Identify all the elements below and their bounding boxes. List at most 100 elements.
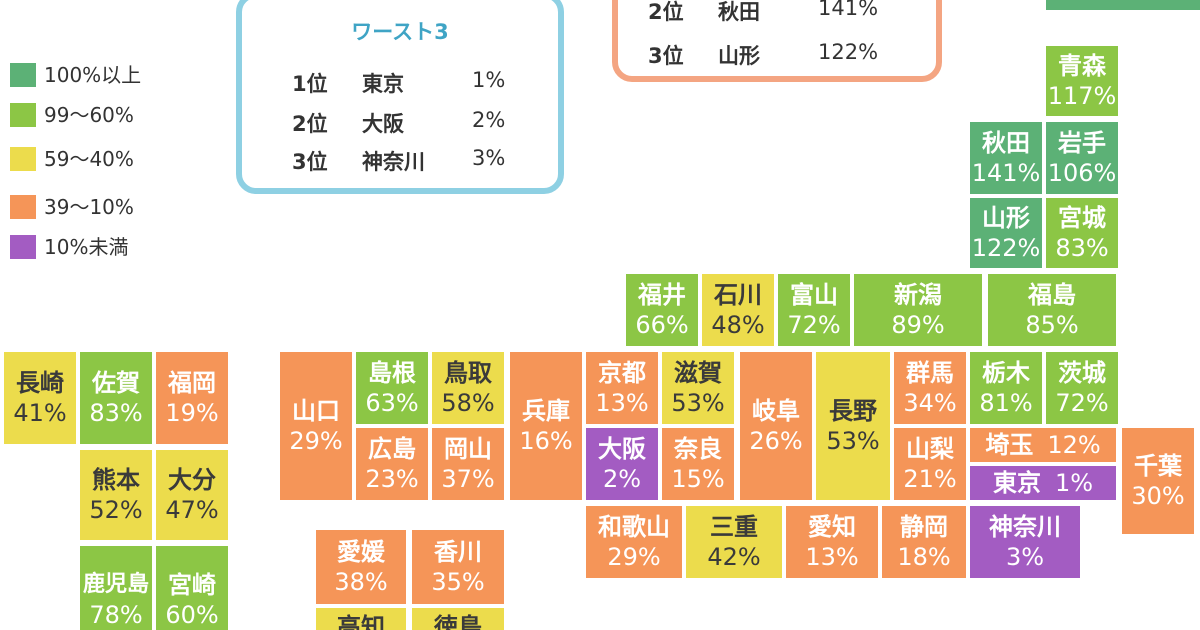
- prefecture-name: 三重: [710, 513, 758, 541]
- prefecture-osaka: 大阪 2%: [586, 428, 658, 500]
- prefecture-name: 千葉: [1134, 452, 1182, 480]
- worst3-name: 東京: [362, 72, 404, 96]
- prefecture-name: 島根: [368, 359, 416, 387]
- prefecture-ehime: 愛媛 38%: [316, 530, 406, 604]
- prefecture-name: 長野: [829, 397, 877, 425]
- prefecture-name: 佐賀: [92, 369, 140, 397]
- prefecture-value: 52%: [89, 496, 143, 524]
- prefecture-name: 山口: [292, 397, 340, 425]
- best3-rank: 3位: [648, 44, 684, 68]
- prefecture-name: 宮城: [1058, 204, 1106, 232]
- prefecture-value: 18%: [897, 543, 951, 571]
- prefecture-value: 13%: [805, 543, 859, 571]
- prefecture-name: 群馬: [906, 359, 954, 387]
- prefecture-value: 66%: [635, 311, 689, 339]
- prefecture-name: 福井: [638, 281, 686, 309]
- prefecture-value: 72%: [787, 311, 841, 339]
- prefecture-name: 栃木: [982, 359, 1030, 387]
- prefecture-value: 12%: [1047, 431, 1101, 459]
- legend-label: 10%未満: [44, 235, 129, 259]
- prefecture-value: 85%: [1025, 311, 1079, 339]
- prefecture-name: 兵庫: [522, 397, 570, 425]
- prefecture-name: 岡山: [444, 435, 492, 463]
- prefecture-name: 奈良: [674, 435, 722, 463]
- prefecture-value: 3%: [1005, 543, 1045, 571]
- prefecture-hiroshima: 広島 23%: [356, 428, 428, 500]
- prefecture-chiba: 千葉 30%: [1122, 428, 1194, 534]
- prefecture-name: 岐阜: [752, 397, 800, 425]
- worst3-name: 神奈川: [362, 150, 425, 174]
- worst3-name: 大阪: [362, 112, 404, 136]
- prefecture-value: 37%: [441, 465, 495, 493]
- prefecture-nagasaki: 長崎 41%: [4, 352, 76, 444]
- best3-name: 山形: [718, 44, 760, 68]
- prefecture-value: 15%: [671, 465, 725, 493]
- legend-label: 39〜10%: [44, 195, 134, 219]
- prefecture-value: 58%: [441, 389, 495, 417]
- prefecture-value: 29%: [289, 427, 343, 455]
- prefecture-miyazaki: 宮崎 60%: [156, 546, 228, 630]
- prefecture-value: 2%: [602, 465, 642, 493]
- prefecture-value: 81%: [979, 389, 1033, 417]
- best3-value: 122%: [818, 40, 879, 64]
- prefecture-kochi: 高知: [316, 608, 406, 630]
- worst3-rank: 3位: [292, 150, 328, 174]
- prefecture-name: 茨城: [1058, 359, 1106, 387]
- legend-item-100-plus: 100%以上: [10, 60, 180, 90]
- worst3-rank: 1位: [292, 72, 328, 96]
- prefecture-oita: 大分 47%: [156, 450, 228, 540]
- prefecture-aichi: 愛知 13%: [786, 506, 878, 578]
- prefecture-ibaraki: 茨城 72%: [1046, 352, 1118, 424]
- prefecture-name: 愛知: [808, 513, 856, 541]
- prefecture-toyama: 富山 72%: [778, 274, 850, 346]
- prefecture-value: 1%: [1054, 469, 1094, 497]
- prefecture-value: 89%: [891, 311, 945, 339]
- prefecture-name: 岩手: [1058, 129, 1106, 157]
- prefecture-fukui: 福井 66%: [626, 274, 698, 346]
- prefecture-kagawa: 香川 35%: [412, 530, 504, 604]
- prefecture-okayama: 岡山 37%: [432, 428, 504, 500]
- worst3-title: ワースト3: [351, 20, 449, 44]
- prefecture-name: 鹿児島: [82, 572, 149, 597]
- prefecture-nara: 奈良 15%: [662, 428, 734, 500]
- prefecture-name: 青森: [1058, 52, 1106, 80]
- prefecture-name: 大阪: [598, 435, 646, 463]
- prefecture-aomori: 青森 117%: [1046, 46, 1118, 116]
- prefecture-saga: 佐賀 83%: [80, 352, 152, 444]
- prefecture-name: 長崎: [16, 369, 64, 397]
- legend-item-59-40: 59〜40%: [10, 144, 180, 174]
- prefecture-gunma: 群馬 34%: [894, 352, 966, 424]
- prefecture-name: 徳島: [434, 613, 482, 630]
- prefecture-name: 滋賀: [674, 359, 722, 387]
- legend-swatch: [10, 63, 36, 87]
- prefecture-tokyo: 東京 1%: [970, 466, 1116, 500]
- prefecture-value: 21%: [903, 465, 957, 493]
- prefecture-value: 29%: [607, 543, 661, 571]
- best3-value: 141%: [818, 0, 879, 20]
- prefecture-shiga: 滋賀 53%: [662, 352, 734, 424]
- prefecture-miyagi: 宮城 83%: [1046, 198, 1118, 268]
- worst3-rank: 2位: [292, 112, 328, 136]
- prefecture-kyoto: 京都 13%: [586, 352, 658, 424]
- prefecture-name: 広島: [368, 435, 416, 463]
- worst3-box: ワースト3 1位 東京 1% 2位 大阪 2% 3位 神奈川 3%: [236, 0, 564, 194]
- prefecture-wakayama: 和歌山 29%: [586, 506, 682, 578]
- legend-item-39-10: 39〜10%: [10, 192, 180, 222]
- prefecture-tokushima: 徳島: [412, 608, 504, 630]
- prefecture-nagano: 長野 53%: [816, 352, 890, 500]
- prefecture-name: 京都: [598, 359, 646, 387]
- prefecture-value: 41%: [13, 399, 67, 427]
- legend-swatch: [10, 195, 36, 219]
- legend-label: 100%以上: [44, 63, 142, 87]
- prefecture-kanagawa: 神奈川 3%: [970, 506, 1080, 578]
- prefecture-name: 山形: [982, 204, 1030, 232]
- prefecture-name: 東京: [992, 469, 1041, 497]
- prefecture-name: 新潟: [894, 281, 942, 309]
- prefecture-value: 72%: [1055, 389, 1109, 417]
- prefecture-mie: 三重 42%: [686, 506, 782, 578]
- prefecture-value: 35%: [431, 568, 485, 596]
- prefecture-value: 106%: [1047, 159, 1117, 187]
- legend-swatch: [10, 235, 36, 259]
- prefecture-name: 石川: [714, 281, 762, 309]
- legend-swatch: [10, 147, 36, 171]
